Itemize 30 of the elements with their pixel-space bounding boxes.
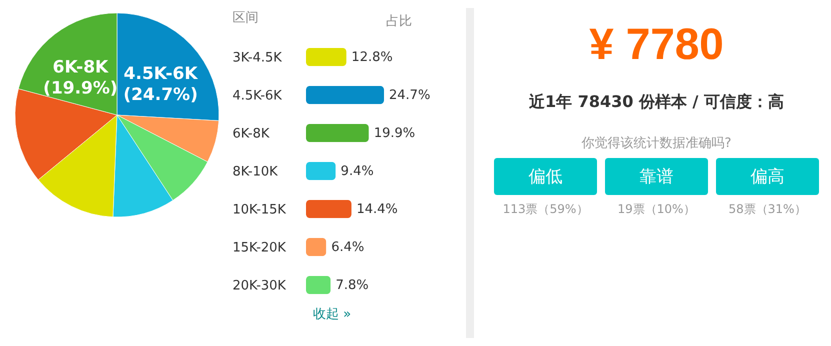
data-label: (24.7%) [123, 84, 198, 105]
y-tick-label: 4.5K-6K [232, 88, 282, 104]
y-tick-label: 15K-20K [232, 240, 286, 256]
y-tick-label: 20K-30K [232, 278, 286, 294]
y-tick-label: 10K-15K [232, 202, 286, 218]
data-label: 6.4% [331, 240, 364, 255]
data-label: 7.8% [336, 278, 369, 293]
text: 偏低 [528, 166, 564, 188]
data-label: 24.7% [389, 88, 430, 103]
text: 19票（10%） [616, 201, 696, 218]
data-label: (19.9%) [43, 78, 118, 98]
data-label: 9.4% [340, 164, 374, 179]
text: 你觉得该统计数据准确吗? [580, 135, 732, 152]
slice-label: 4.5K-6K [124, 64, 198, 84]
text: 占比 [386, 13, 412, 30]
text: 偏高 [750, 166, 786, 188]
y-tick-label: 3K-4.5K [232, 50, 282, 66]
y-tick-label: 8K-10K [232, 164, 278, 180]
text: 113票（59%） [502, 201, 590, 218]
data-label: 12.8% [351, 50, 393, 65]
text: 收起 » [313, 306, 352, 323]
data-label: 19.9% [374, 126, 416, 141]
data-label: 14.4% [356, 202, 398, 217]
text: 靠谱 [638, 166, 674, 188]
y-tick-label: 6K-8K [232, 126, 270, 142]
text: 58票（31%） [728, 201, 808, 218]
text: 近1年 78430 份样本 / 可信度：高 [528, 92, 785, 113]
text: ¥ 7780 [588, 20, 725, 70]
slice-label: 6K-8K [52, 57, 110, 78]
y-axis-title: 区间 [232, 10, 258, 26]
